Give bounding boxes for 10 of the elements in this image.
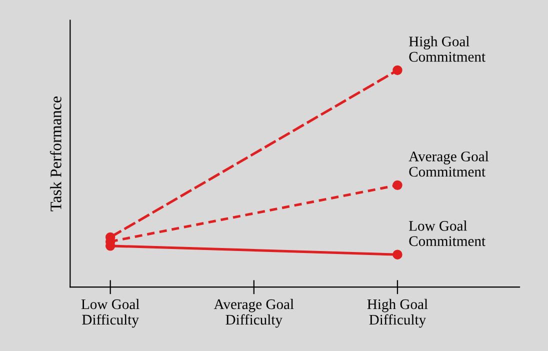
series-label: Average Goal Commitment [408, 151, 489, 177]
x-tick-label: High Goal Difficulty [367, 298, 428, 328]
series-label: Low Goal Commitment [409, 220, 486, 246]
point [392, 180, 402, 190]
point [392, 250, 402, 260]
x-tick-label: Low Goal Difficulty [81, 298, 140, 328]
y-axis-title: Task Performance [50, 96, 62, 212]
series-label: High Goal Commitment [409, 36, 486, 62]
point [392, 65, 402, 76]
x-tick-label: Average Goal Difficulty [214, 298, 294, 328]
